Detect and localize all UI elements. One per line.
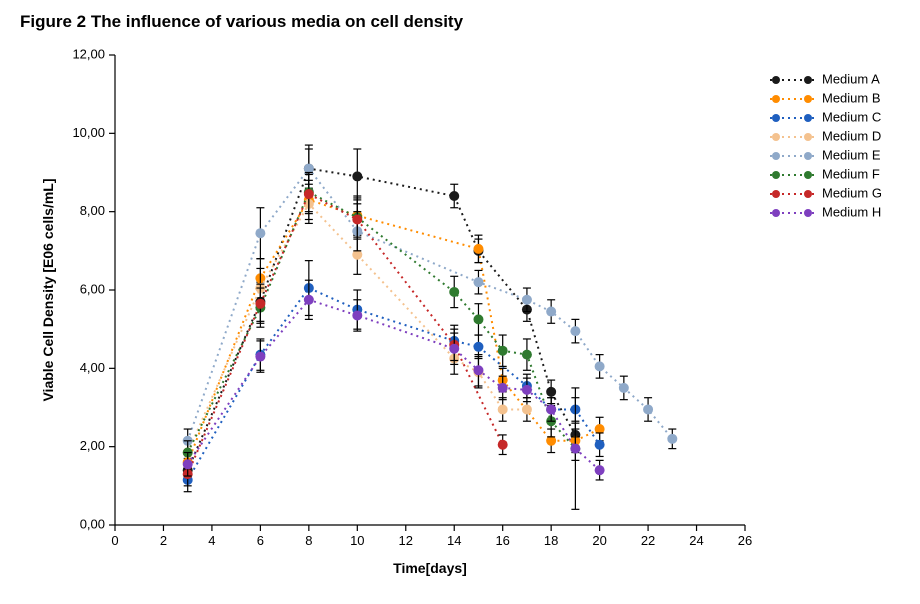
svg-text:10: 10 [350,533,364,548]
data-point [595,433,605,457]
data-point [473,355,483,386]
svg-text:6,00: 6,00 [80,281,105,296]
svg-text:6: 6 [257,533,264,548]
svg-text:0: 0 [111,533,118,548]
legend-label: Medium D [822,128,881,143]
svg-text:Viable Cell Density [E06 cells: Viable Cell Density [E06 cells/mL] [40,178,56,401]
data-point [473,270,483,294]
legend-label: Medium C [822,109,881,124]
legend-item: Medium D [770,128,881,143]
svg-text:8: 8 [305,533,312,548]
data-point [498,398,508,422]
svg-text:26: 26 [738,533,752,548]
svg-text:24: 24 [689,533,703,548]
data-point [449,276,459,307]
data-point [449,184,459,208]
legend-item: Medium F [770,166,880,181]
legend-label: Medium H [822,204,881,219]
series-line-1 [188,200,600,462]
svg-text:22: 22 [641,533,655,548]
svg-text:14: 14 [447,533,461,548]
legend-item: Medium A [770,71,880,86]
series-line-2 [188,288,600,480]
data-point [667,429,677,449]
svg-text:Time[days]: Time[days] [393,560,467,576]
svg-text:12,00: 12,00 [72,46,105,61]
legend-label: Medium E [822,147,881,162]
legend-label: Medium G [822,185,882,200]
data-point [546,300,556,324]
legend-item: Medium B [770,90,881,105]
svg-text:18: 18 [544,533,558,548]
legend-item: Medium G [770,185,882,200]
data-point [352,300,362,331]
legend-label: Medium F [822,166,880,181]
legend-label: Medium B [822,90,881,105]
svg-text:4: 4 [208,533,215,548]
legend-item: Medium C [770,109,881,124]
data-point [570,319,580,343]
legend-item: Medium E [770,147,881,162]
svg-text:2,00: 2,00 [80,438,105,453]
data-point [595,460,605,480]
svg-text:2: 2 [160,533,167,548]
svg-text:8,00: 8,00 [80,203,105,218]
data-point [498,435,508,455]
legend-label: Medium A [822,71,880,86]
legend-item: Medium H [770,204,881,219]
data-point [255,208,265,259]
data-point [595,355,605,379]
data-point [473,304,483,335]
svg-text:12: 12 [399,533,413,548]
data-point [643,398,653,422]
svg-text:0,00: 0,00 [80,516,105,531]
svg-text:10,00: 10,00 [72,125,105,140]
data-point [498,335,508,366]
data-point [619,376,629,400]
series-line-6 [188,194,503,474]
svg-text:4,00: 4,00 [80,360,105,375]
series-line-5 [188,192,576,452]
svg-text:20: 20 [592,533,606,548]
data-point [255,341,265,372]
svg-text:16: 16 [495,533,509,548]
